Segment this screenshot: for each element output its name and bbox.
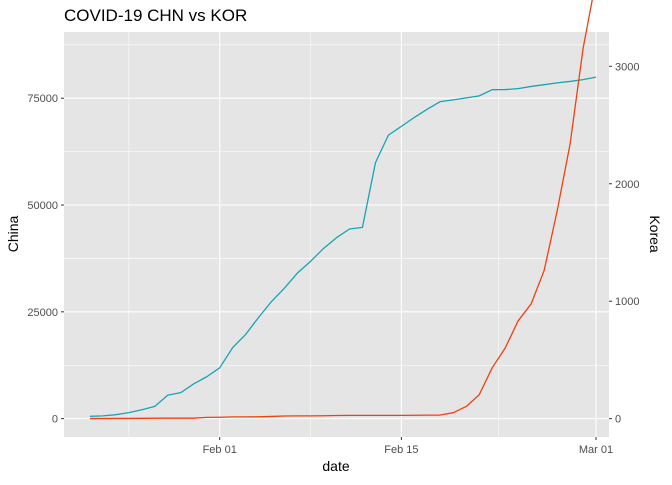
y-right-tick-label: 3000 <box>615 61 639 73</box>
x-axis: Feb 01 Feb 15 Mar 01 <box>203 437 613 456</box>
x-axis-label: date <box>322 458 349 474</box>
y-left-tick-label: 0 <box>52 414 58 426</box>
y-axis-label-right: Korea <box>647 215 663 253</box>
grid-minor <box>64 32 609 437</box>
y-right-tick-label: 0 <box>615 414 621 426</box>
series-line-korea <box>89 0 593 420</box>
grid-major <box>64 32 609 437</box>
chart-title: COVID-19 CHN vs KOR <box>64 6 247 25</box>
series-lines <box>89 0 597 420</box>
x-tick-label: Mar 01 <box>579 444 613 456</box>
y-left-tick-label: 50000 <box>27 200 58 212</box>
x-tick-label: Feb 15 <box>384 444 418 456</box>
y-axis-label-left: China <box>5 216 21 253</box>
right-axis: 0 1000 2000 3000 <box>609 61 639 426</box>
y-right-tick-label: 2000 <box>615 179 639 191</box>
left-axis: 0 25000 50000 75000 <box>27 93 64 426</box>
x-tick-label: Feb 01 <box>203 444 237 456</box>
y-left-tick-label: 75000 <box>27 93 58 105</box>
y-right-tick-label: 1000 <box>615 296 639 308</box>
plot-panel <box>64 32 609 437</box>
y-left-tick-label: 25000 <box>27 307 58 319</box>
series-line-china <box>89 76 597 417</box>
